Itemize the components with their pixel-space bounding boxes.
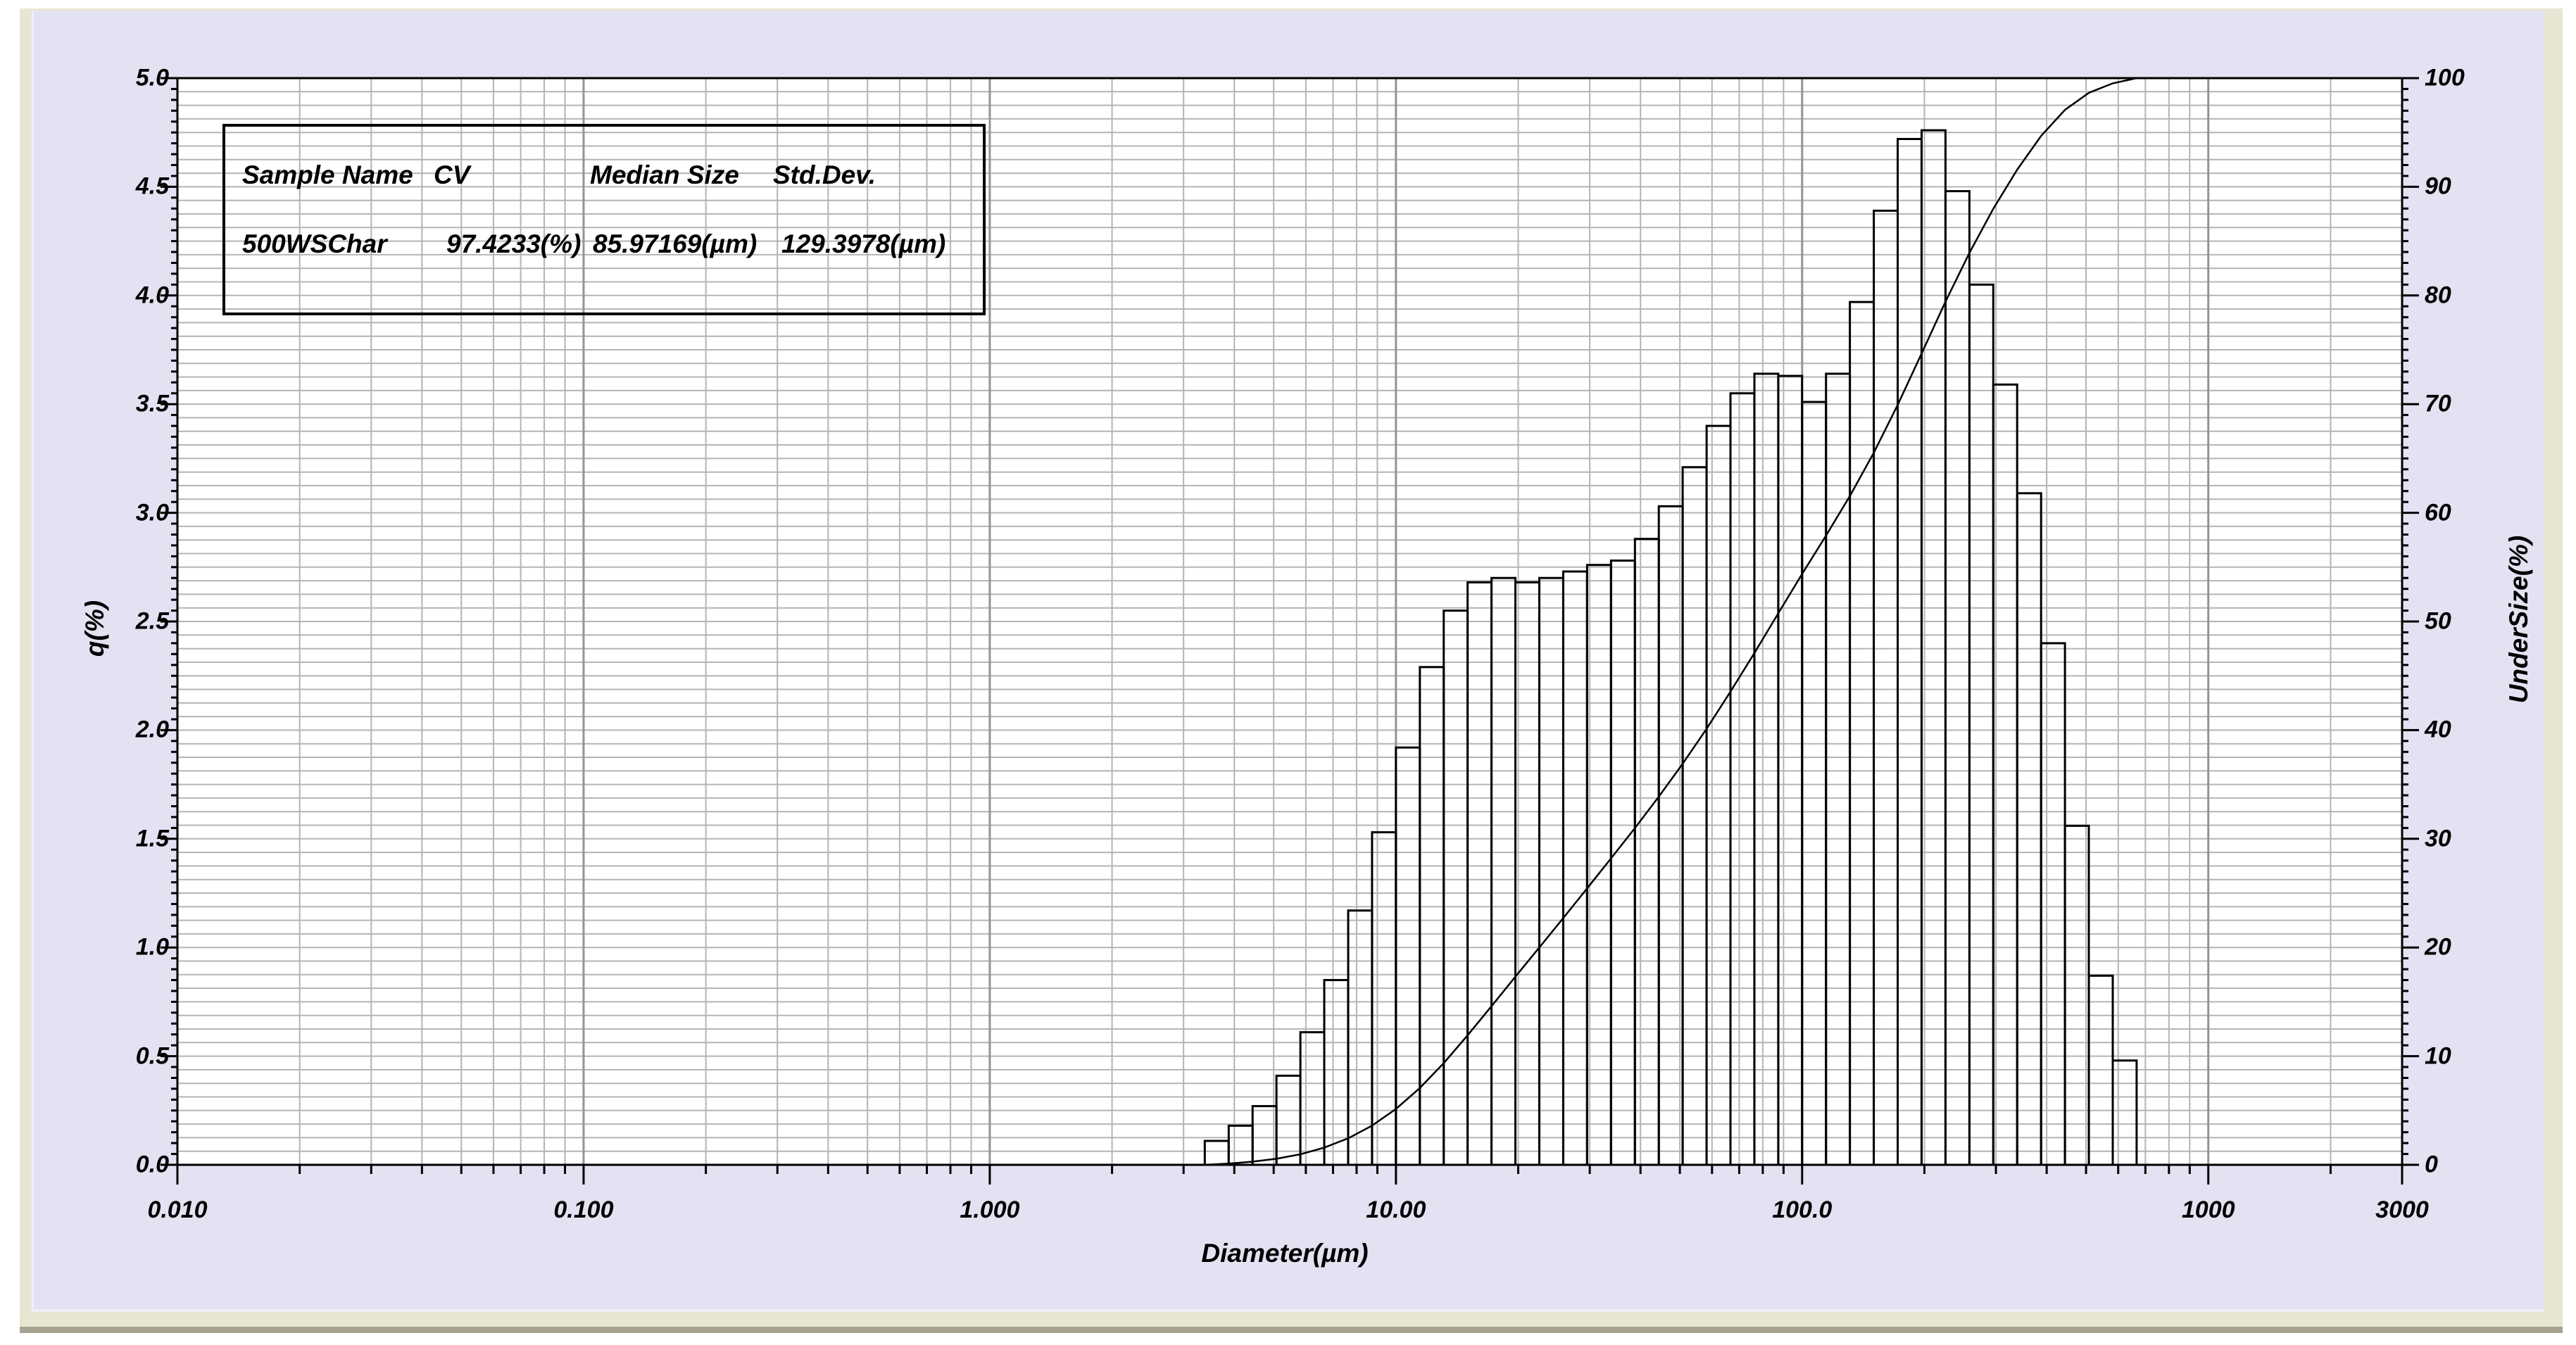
y-right-tick-label: 50 <box>2425 607 2451 635</box>
y-right-axis-title: UnderSize(%) <box>2504 535 2533 704</box>
y-left-tick-label: 3.0 <box>135 499 169 526</box>
y-right-axis-ticks <box>2402 77 2419 1166</box>
y-left-tick-label: 0.5 <box>135 1042 169 1070</box>
x-tick-label: 1.000 <box>960 1196 1020 1223</box>
legend-value-median-size: 85.97169(µm) <box>593 229 758 258</box>
cumulative-undersize-curve <box>1205 77 2402 1166</box>
legend-header-median-size: Median Size <box>590 160 739 189</box>
horizontal-gridlines <box>177 91 2402 1152</box>
y-right-tick-label: 70 <box>2425 390 2451 417</box>
y-right-tick-label: 10 <box>2425 1042 2451 1070</box>
legend-value-cv: 97.4233(%) <box>446 229 582 258</box>
y-right-tick-label: 40 <box>2425 716 2451 743</box>
legend-box: Sample Name CV Median Size Std.Dev. 500W… <box>222 124 986 315</box>
y-left-tick-label: 1.0 <box>135 933 169 961</box>
vertical-gridlines <box>299 78 2332 1165</box>
x-tick-label: 0.010 <box>147 1196 208 1223</box>
y-left-tick-label: 1.5 <box>135 825 169 852</box>
x-tick-label: 10.00 <box>1366 1196 1426 1223</box>
y-left-axis-title: q(%) <box>80 600 109 657</box>
legend-header-cv: CV <box>434 160 470 189</box>
y-left-tick-label: 4.5 <box>135 172 169 200</box>
y-left-tick-label: 0.0 <box>135 1151 169 1178</box>
x-tick-label: 3000 <box>2375 1196 2429 1223</box>
y-right-tick-label: 100 <box>2425 64 2465 91</box>
legend-header-std-dev: Std.Dev. <box>773 160 876 189</box>
x-axis-title: Diameter(µm) <box>1201 1239 1369 1268</box>
y-left-tick-label: 4.0 <box>135 282 169 309</box>
x-tick-label: 0.100 <box>553 1196 614 1223</box>
y-left-axis-ticks <box>161 77 177 1166</box>
legend-value-sample-name: 500WSChar <box>242 229 387 258</box>
legend-header-sample-name: Sample Name <box>242 160 413 189</box>
x-tick-label: 1000 <box>2181 1196 2235 1223</box>
y-right-tick-label: 30 <box>2425 825 2451 852</box>
y-left-tick-label: 2.5 <box>135 607 169 635</box>
x-axis-ticks <box>176 1165 2404 1185</box>
y-left-tick-label: 5.0 <box>135 64 169 91</box>
panel-bottom-edge <box>20 1327 2563 1333</box>
y-right-tick-label: 80 <box>2425 282 2451 309</box>
y-right-tick-label: 0 <box>2425 1151 2438 1178</box>
y-right-tick-label: 20 <box>2425 933 2451 961</box>
y-right-tick-label: 60 <box>2425 499 2451 526</box>
legend-value-std-dev: 129.3978(µm) <box>781 229 946 258</box>
y-right-tick-label: 90 <box>2425 172 2451 200</box>
y-left-tick-label: 2.0 <box>135 716 169 743</box>
x-tick-label: 100.0 <box>1772 1196 1833 1223</box>
y-left-tick-label: 3.5 <box>135 390 169 417</box>
